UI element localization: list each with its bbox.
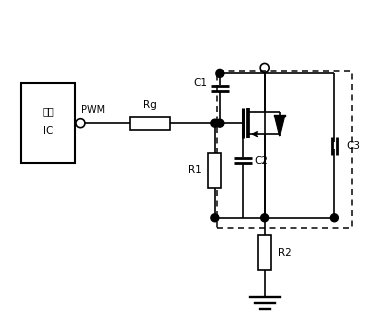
- Text: C1: C1: [193, 78, 207, 88]
- Circle shape: [211, 119, 219, 127]
- Bar: [258, 235, 271, 270]
- Bar: [21, 83, 75, 163]
- Text: R1: R1: [188, 166, 202, 175]
- Circle shape: [216, 69, 224, 77]
- Text: C2: C2: [255, 156, 269, 166]
- Text: Rg: Rg: [143, 100, 157, 110]
- Text: IC: IC: [43, 126, 53, 136]
- Text: R2: R2: [278, 248, 292, 258]
- Circle shape: [261, 214, 269, 222]
- Polygon shape: [275, 116, 285, 136]
- Text: PWM: PWM: [81, 105, 105, 115]
- Bar: [217, 71, 352, 228]
- Circle shape: [211, 214, 219, 222]
- Circle shape: [216, 119, 224, 127]
- Text: 电源: 电源: [42, 106, 54, 116]
- Circle shape: [331, 214, 338, 222]
- Bar: [130, 117, 170, 130]
- Text: C3: C3: [346, 141, 360, 151]
- Bar: [209, 153, 221, 188]
